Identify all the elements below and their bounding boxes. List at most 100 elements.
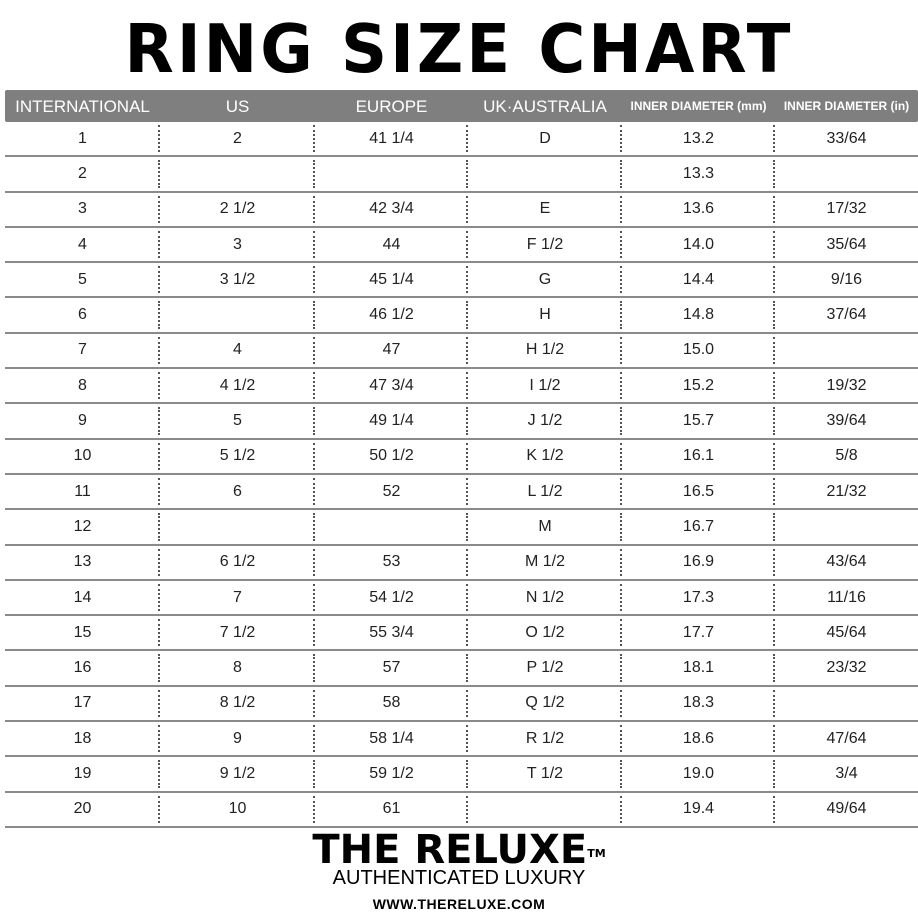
cell-uk-australia: O 1/2	[468, 616, 622, 649]
cell-inner-diameter-in: 21/32	[826, 482, 867, 500]
cell-inner-diameter-mm: 16.9	[622, 546, 775, 579]
header-international: INTERNATIONAL	[15, 96, 150, 116]
table-row: 17 8 1/2 58 Q 1/2 18.3	[5, 687, 918, 723]
table-body: 1 2 41 1/4 D 13.2 33/64 2 13.3 3 2 1/2 42 3/4 E 13.6…	[5, 122, 918, 828]
cell-inner-diameter-mm: 17.7	[622, 616, 775, 649]
cell-europe: 44	[315, 228, 468, 261]
table-header: INTERNATIONAL US EUROPE UK·AUSTRALIA INN…	[5, 90, 918, 122]
cell-international: 6	[5, 298, 160, 331]
cell-inner-diameter-mm: 14.0	[622, 228, 775, 261]
cell-inner-diameter-mm: 16.1	[622, 440, 775, 473]
cell-inner-diameter-mm: 17.3	[622, 581, 775, 614]
cell-europe	[315, 157, 468, 190]
cell-europe: 58	[315, 687, 468, 720]
cell-uk-australia: J 1/2	[468, 404, 622, 437]
table-row: 15 7 1/2 55 3/4 O 1/2 17.7 45/64	[5, 616, 918, 652]
cell-europe: 41 1/4	[315, 122, 468, 155]
cell-europe: 47 3/4	[315, 369, 468, 402]
cell-uk-australia: T 1/2	[468, 757, 622, 790]
cell-inner-diameter-in: 5/8	[835, 447, 858, 465]
cell-inner-diameter-in: 19/32	[826, 376, 867, 394]
cell-us	[160, 510, 315, 543]
table-row: 9 5 49 1/4 J 1/2 15.7 39/64	[5, 404, 918, 440]
cell-uk-australia: F 1/2	[468, 228, 622, 261]
cell-inner-diameter-in: 45/64	[826, 623, 867, 641]
cell-inner-diameter-in	[775, 687, 918, 720]
cell-international: 20	[5, 793, 160, 826]
cell-international: 9	[5, 404, 160, 437]
cell-inner-diameter-mm: 14.4	[622, 263, 775, 296]
cell-international: 4	[5, 228, 160, 261]
header-uk-australia: UK·AUSTRALIA	[483, 96, 607, 116]
ring-size-table: INTERNATIONAL US EUROPE UK·AUSTRALIA INN…	[5, 90, 918, 828]
cell-us	[160, 157, 315, 190]
page-title: RING SIZE CHART	[124, 11, 794, 89]
cell-us: 4 1/2	[160, 369, 315, 402]
cell-inner-diameter-in: 47/64	[826, 729, 867, 747]
cell-europe: 53	[315, 546, 468, 579]
cell-inner-diameter-in: 43/64	[826, 553, 867, 571]
cell-uk-australia: Q 1/2	[468, 687, 622, 720]
cell-inner-diameter-in: 3/4	[835, 764, 858, 782]
cell-uk-australia: D	[468, 122, 622, 155]
table-row: 19 9 1/2 59 1/2 T 1/2 19.0 3/4	[5, 757, 918, 793]
website-url: WWW.THERELUXE.COM	[372, 896, 546, 912]
cell-us: 9 1/2	[160, 757, 315, 790]
cell-international: 13	[5, 546, 160, 579]
brand-logo: THE RELUXETM AUTHENTICATED LUXURY WWW.TH…	[0, 828, 918, 912]
cell-international: 7	[5, 334, 160, 367]
table-row: 1 2 41 1/4 D 13.2 33/64	[5, 122, 918, 158]
table-row: 11 6 52 L 1/2 16.5 21/32	[5, 475, 918, 511]
cell-international: 8	[5, 369, 160, 402]
cell-us: 8	[160, 651, 315, 684]
cell-inner-diameter-mm: 15.0	[622, 334, 775, 367]
cell-international: 17	[5, 687, 160, 720]
cell-us: 2 1/2	[160, 193, 315, 226]
cell-inner-diameter-in: 11/16	[827, 588, 866, 606]
cell-inner-diameter-in: 39/64	[826, 412, 867, 430]
cell-us: 2	[160, 122, 315, 155]
table-row: 10 5 1/2 50 1/2 K 1/2 16.1 5/8	[5, 440, 918, 475]
cell-uk-australia: R 1/2	[468, 722, 622, 755]
header-inner-diameter-mm: INNER DIAMETER (mm)	[630, 98, 767, 113]
cell-europe: 59 1/2	[315, 757, 468, 790]
table-row: 7 4 47 H 1/2 15.0	[5, 334, 918, 370]
cell-uk-australia: P 1/2	[468, 651, 622, 684]
cell-us: 7	[160, 581, 315, 614]
cell-inner-diameter-in: 37/64	[826, 306, 867, 324]
cell-europe: 61	[315, 793, 468, 826]
cell-europe: 46 1/2	[315, 298, 468, 331]
cell-europe: 55 3/4	[315, 616, 468, 649]
table-row: 20 10 61 19.4 49/64	[5, 793, 918, 828]
cell-international: 1	[5, 122, 160, 155]
cell-inner-diameter-in: 35/64	[826, 235, 867, 253]
cell-inner-diameter-mm: 18.3	[622, 687, 775, 720]
table-row: 14 7 54 1/2 N 1/2 17.3 11/16	[5, 581, 918, 617]
cell-international: 11	[5, 475, 160, 508]
cell-uk-australia: H	[468, 298, 622, 331]
cell-inner-diameter-in: 49/64	[826, 800, 867, 818]
cell-inner-diameter-mm: 14.8	[622, 298, 775, 331]
cell-europe: 50 1/2	[315, 440, 468, 473]
cell-inner-diameter-mm: 16.7	[622, 510, 775, 543]
table-row: 4 3 44 F 1/2 14.0 35/64	[5, 228, 918, 264]
cell-inner-diameter-mm: 18.6	[622, 722, 775, 755]
cell-europe: 42 3/4	[315, 193, 468, 226]
cell-inner-diameter-mm: 13.6	[622, 193, 775, 226]
cell-inner-diameter-in: 33/64	[826, 129, 867, 147]
cell-us: 3 1/2	[160, 263, 315, 296]
cell-international: 19	[5, 757, 160, 790]
table-row: 13 6 1/2 53 M 1/2 16.9 43/64	[5, 546, 918, 581]
cell-international: 3	[5, 193, 160, 226]
cell-inner-diameter-in	[775, 334, 918, 367]
cell-inner-diameter-mm: 19.0	[622, 757, 775, 790]
cell-uk-australia: M	[468, 510, 622, 543]
cell-us: 4	[160, 334, 315, 367]
cell-europe: 57	[315, 651, 468, 684]
trademark: TM	[587, 847, 606, 860]
cell-us: 6	[160, 475, 315, 508]
brand-tagline: AUTHENTICATED LUXURY	[332, 867, 586, 889]
cell-inner-diameter-in: 23/32	[826, 659, 867, 677]
